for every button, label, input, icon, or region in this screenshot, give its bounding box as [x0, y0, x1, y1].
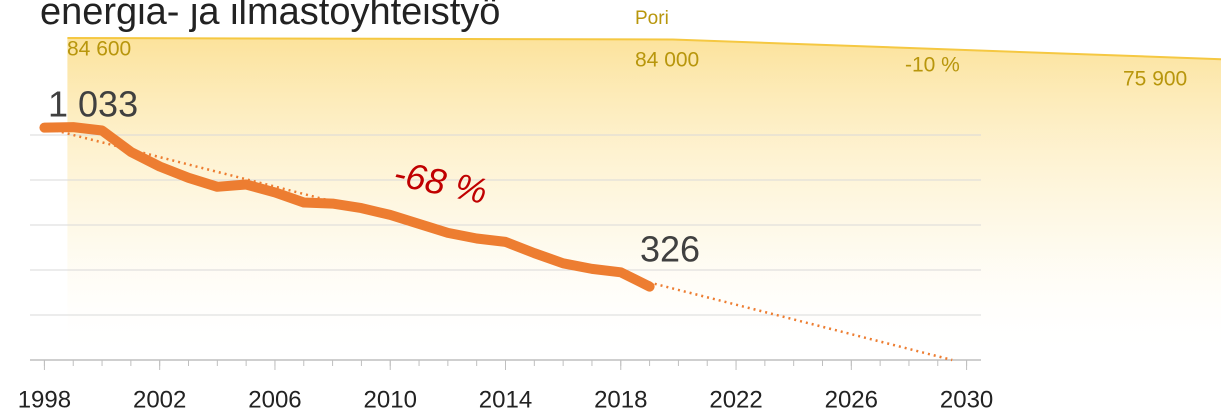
area-layer: [67, 37, 1221, 360]
trend-line: [44, 126, 953, 362]
x-tick-label: 2018: [594, 386, 647, 413]
population-area: [67, 38, 1221, 360]
x-tick-label: 2006: [248, 386, 301, 413]
chart-title: energia- ja ilmastoyhteistyö: [40, 0, 500, 33]
x-tick-label: 2010: [364, 386, 417, 413]
x-tick-label: 2030: [940, 386, 993, 413]
x-tick-label: 2026: [825, 386, 878, 413]
x-tick-label: 1998: [18, 386, 71, 413]
annotation: -10 %: [905, 54, 960, 77]
grid-layer: 1998 2002 2006 2010 2014 2018 2022 2026 2030: [18, 134, 993, 413]
population-line: [67, 37, 1221, 61]
annotation: 84 600: [67, 38, 131, 61]
annotation: 326: [640, 229, 700, 270]
annotation: 84 000: [635, 49, 699, 72]
annotation: Pori: [635, 8, 669, 29]
annotation: 75 900: [1123, 68, 1187, 91]
x-tick-label: 2002: [133, 386, 186, 413]
x-tick-label: 2014: [479, 386, 532, 413]
line-layer: [39, 122, 953, 362]
x-tick-label: 2022: [709, 386, 762, 413]
annotation: 1 033: [48, 84, 138, 125]
